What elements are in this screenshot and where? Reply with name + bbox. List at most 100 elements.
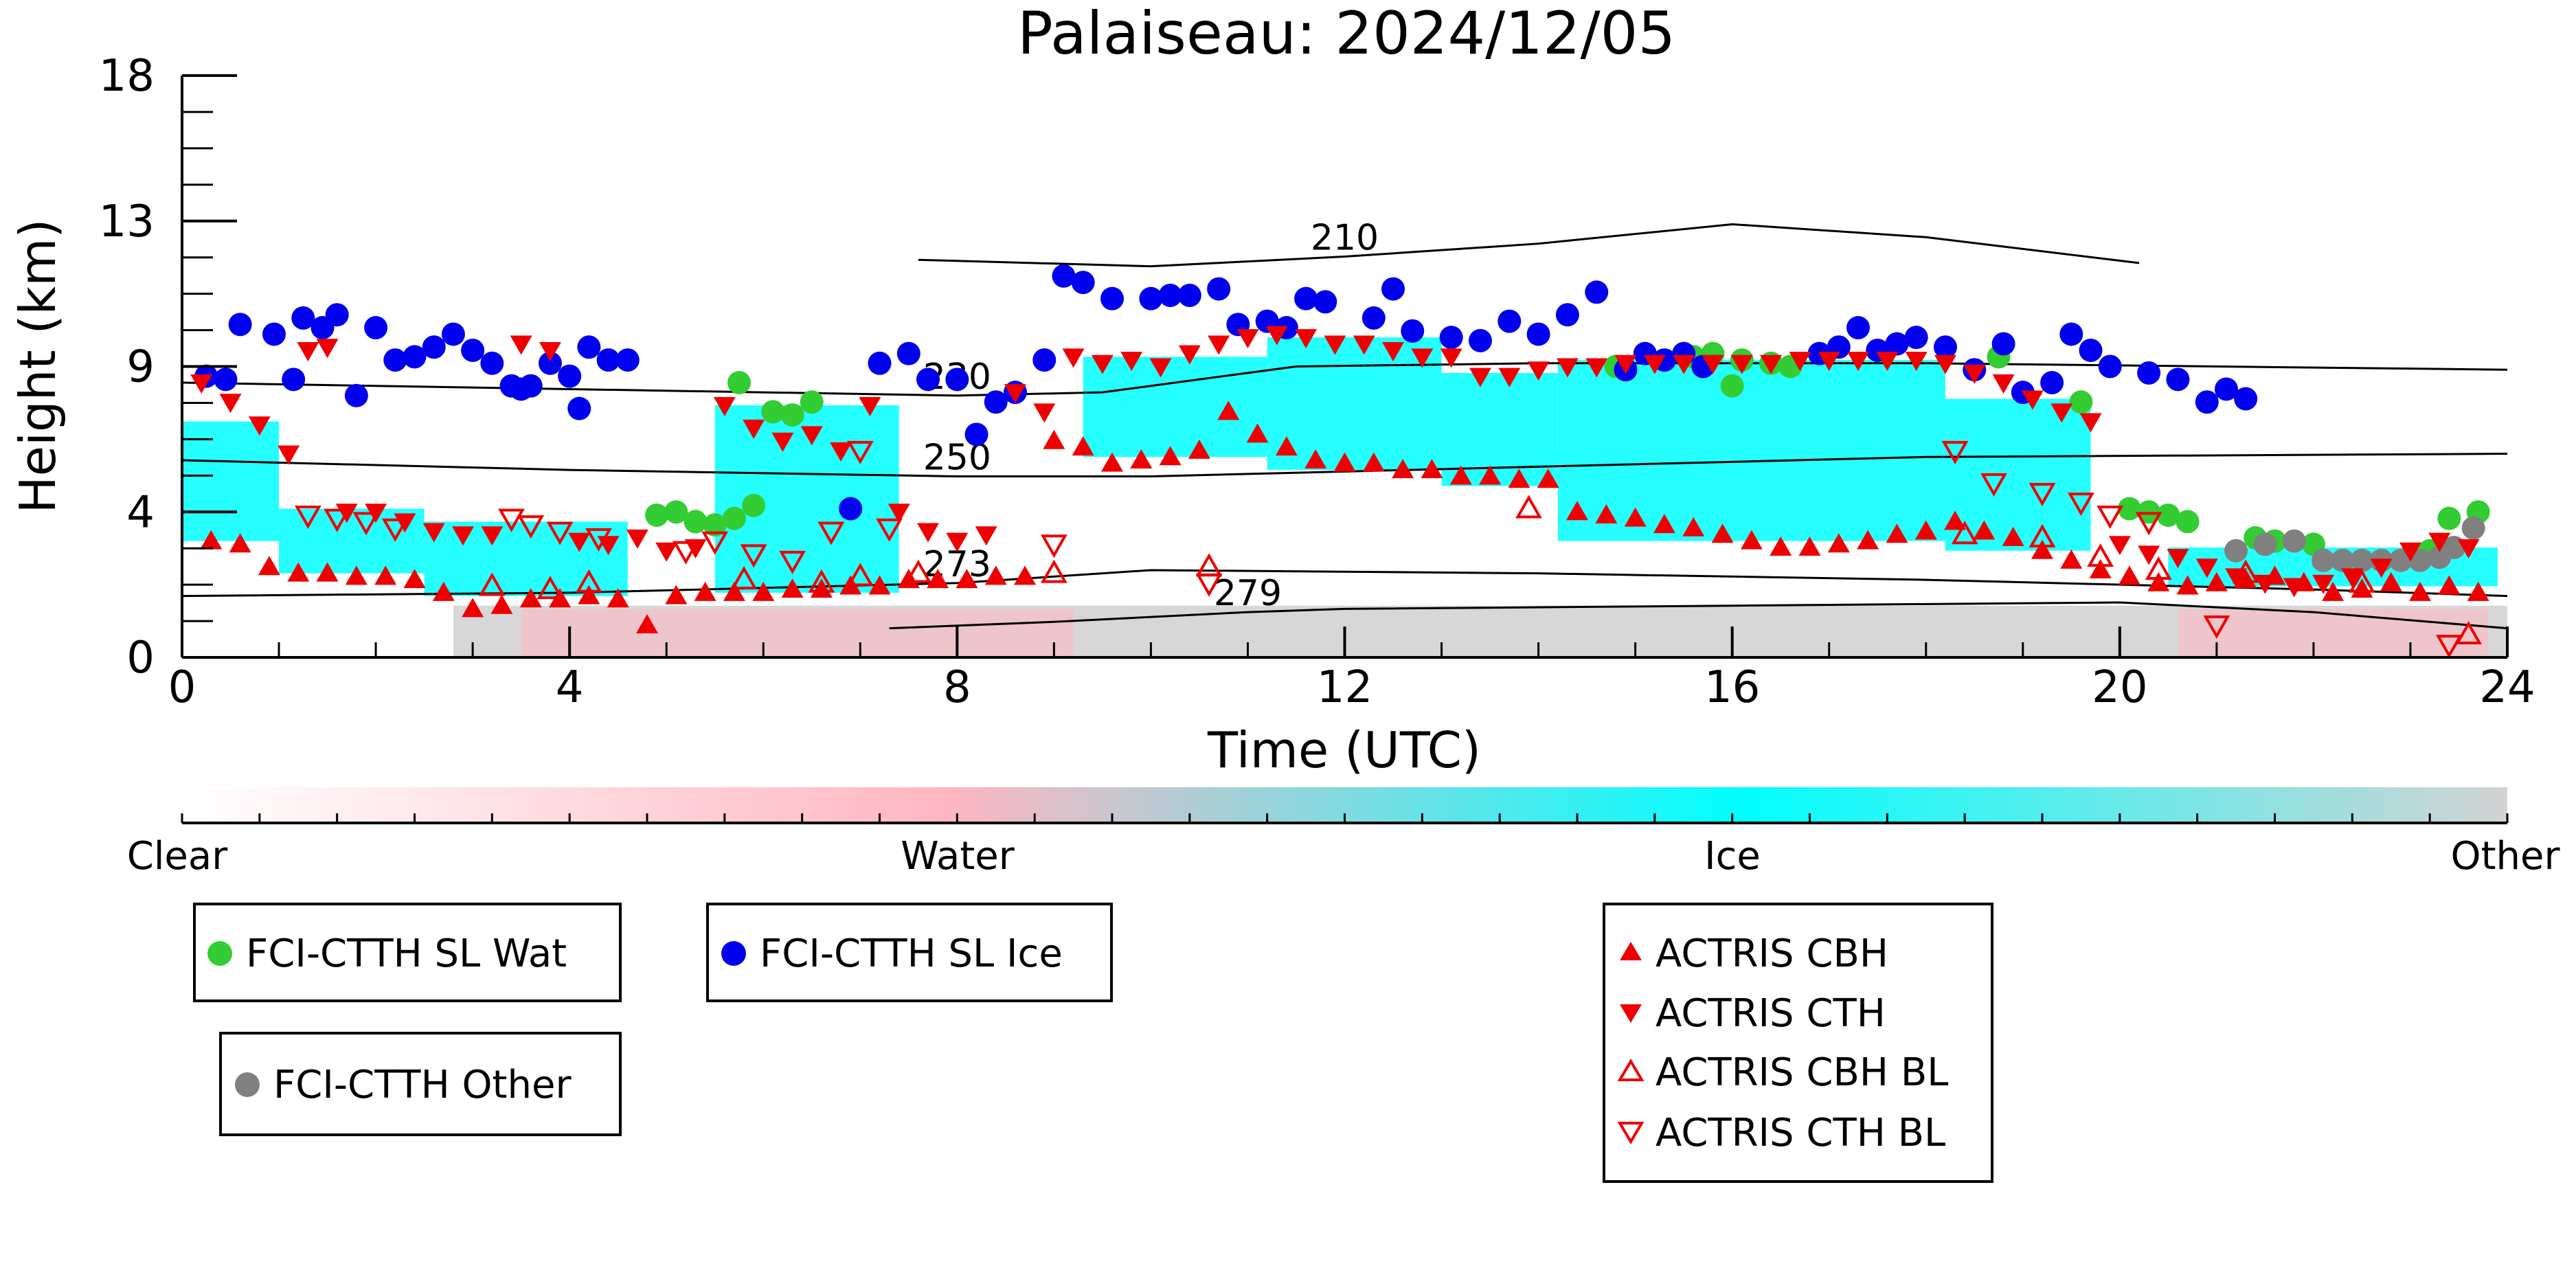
marker-actris-cbh [1392, 459, 1414, 479]
marker-fci-ctth-sl-ice [1158, 283, 1182, 307]
marker-actris-cth [219, 394, 242, 414]
marker-actris-cth [743, 419, 765, 439]
x-axis-ticks: 0 4 8 12 16 20 24 [168, 626, 2535, 713]
marker-actris-cth [1702, 354, 1724, 374]
marker-actris-cth [481, 526, 504, 546]
legend-marker-actris-cth-bl [1617, 1122, 1645, 1144]
marker-fci-ctth-other [2350, 548, 2374, 572]
marker-actris-cth-bl [876, 518, 903, 542]
marker-actris-cbh [1479, 465, 1502, 485]
marker-actris-cbh [2409, 581, 2432, 601]
marker-actris-cth [830, 442, 852, 462]
marker-actris-cbh-bl [2087, 543, 2114, 567]
legend-marker-fci-other [235, 1072, 260, 1097]
marker-actris-cbh-bl [2029, 523, 2056, 547]
legend-label-actris-cbh: ACTRIS CBH [1656, 931, 1888, 976]
marker-actris-cth [1992, 374, 2015, 394]
marker-fci-ctth-sl-wat [2437, 506, 2461, 530]
marker-actris-cbh [956, 569, 978, 589]
marker-fci-ctth-sl-wat [2137, 500, 2161, 524]
marker-fci-ctth-sl-ice [1100, 286, 1124, 310]
marker-actris-cbh [1421, 459, 1443, 479]
y-axis-ticks: 0 4 9 13 18 [99, 51, 237, 683]
marker-fci-ctth-sl-ice [2195, 390, 2219, 414]
marker-actris-cbh [1944, 510, 1967, 530]
marker-fci-ctth-sl-ice [1468, 328, 1492, 352]
marker-actris-cth [2283, 578, 2305, 598]
legends: FCI-CTTH SL Wat FCI-CTTH SL Ice FCI-CTTH… [193, 903, 1993, 1183]
marker-fci-ctth-sl-ice [1555, 303, 1579, 327]
marker-actris-cbh [1914, 520, 1937, 540]
marker-actris-cbh [1798, 536, 1821, 556]
marker-actris-cbh [2060, 549, 2083, 569]
marker-fci-ctth-sl-wat [703, 513, 727, 537]
marker-actris-cth [1469, 368, 1491, 387]
marker-actris-cth-bl [1980, 473, 2007, 497]
marker-actris-cth [1847, 352, 1870, 372]
colorbar-ticks [181, 813, 2509, 823]
ice-cloud-region [1083, 357, 1267, 457]
marker-actris-cth [888, 504, 910, 523]
marker-fci-ctth-sl-wat [1720, 374, 1744, 398]
marker-actris-cbh-bl [2145, 556, 2172, 580]
marker-actris-cth [1382, 341, 1405, 361]
marker-fci-ctth-other [2224, 539, 2248, 563]
marker-actris-cth [1963, 364, 1986, 384]
marker-actris-cth [2195, 558, 2218, 578]
marker-actris-cbh-bl [1515, 495, 1542, 519]
marker-actris-cbh-bl [2232, 559, 2259, 583]
marker-actris-cth [1091, 354, 1114, 374]
marker-actris-cbh [1595, 504, 1618, 523]
marker-actris-cbh [694, 581, 716, 601]
legend-fci-ice: FCI-CTTH SL Ice [706, 903, 1113, 1002]
marker-actris-cbh [519, 588, 542, 608]
marker-actris-cth-bl [2135, 512, 2162, 536]
marker-actris-cbh [1566, 501, 1588, 521]
marker-actris-cbh [1827, 533, 1850, 553]
x-tick-label: 0 [168, 662, 196, 713]
marker-fci-ctth-sl-ice [1885, 332, 1909, 356]
marker-actris-cth-bl [2029, 483, 2056, 507]
marker-fci-ctth-sl-wat [800, 390, 824, 414]
chart-title: Palaiseau: 2024/12/05 [1017, 0, 1675, 68]
marker-fci-ctth-sl-ice [1032, 348, 1057, 372]
marker-actris-cth [1120, 352, 1143, 372]
marker-actris-cth [1585, 358, 1608, 378]
marker-actris-cth [1876, 352, 1899, 372]
contour-279 [889, 601, 2508, 630]
y-tick-label: 9 [126, 342, 155, 393]
marker-actris-cth [2108, 536, 2131, 556]
marker-actris-cth [1440, 348, 1462, 368]
marker-fci-ctth-other [2331, 548, 2355, 572]
water-region [2178, 609, 2488, 657]
marker-actris-cbh [1857, 530, 1879, 550]
marker-fci-ctth-other [2282, 529, 2306, 553]
marker-actris-cth-bl [498, 508, 525, 532]
x-tick-label: 8 [943, 662, 971, 713]
y-axis-label: Height (km) [9, 219, 67, 514]
marker-fci-ctth-sl-ice [519, 374, 543, 398]
marker-fci-ctth-sl-ice [577, 335, 601, 359]
marker-fci-ctth-sl-ice [461, 338, 485, 362]
marker-actris-cth-bl [672, 541, 699, 565]
marker-actris-cbh [403, 569, 426, 589]
marker-actris-cbh [462, 598, 484, 618]
marker-fci-ctth-sl-ice [282, 368, 306, 392]
marker-actris-cbh [2351, 578, 2373, 598]
marker-fci-ctth-sl-ice [984, 390, 1008, 414]
marker-actris-cbh [1304, 449, 1327, 468]
marker-actris-cth [248, 416, 271, 436]
marker-fci-ctth-sl-wat [2117, 497, 2141, 521]
marker-actris-cbh [2176, 575, 2199, 595]
marker-fci-ctth-sl-ice [480, 351, 504, 375]
marker-actris-cth-bl [2067, 493, 2094, 517]
legend-marker-actris-cbh [1620, 942, 1642, 960]
marker-actris-cbh [1508, 468, 1530, 488]
marker-fci-ctth-sl-ice [1526, 322, 1550, 346]
x-tick-label: 12 [1317, 662, 1372, 713]
marker-actris-cth [1818, 352, 1840, 372]
marker-fci-ctth-sl-ice [228, 313, 252, 337]
marker-actris-cth-bl [2097, 505, 2124, 529]
marker-actris-cth [1208, 335, 1230, 355]
ice-cloud-region [1267, 337, 1442, 471]
